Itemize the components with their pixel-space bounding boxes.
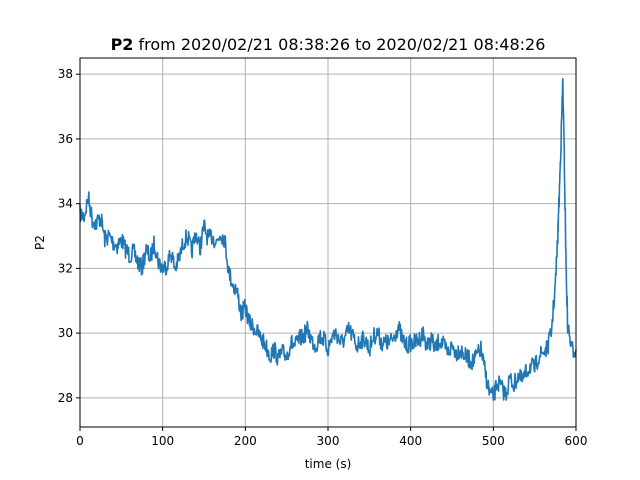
grid: [79, 58, 577, 427]
x-tick-label: 400: [399, 434, 422, 448]
chart-title-series: P2: [111, 35, 134, 54]
chart-title-range: from 2020/02/21 08:38:26 to 2020/02/21 0…: [133, 35, 545, 54]
y-tick-label: 28: [58, 391, 73, 405]
y-tick-label: 38: [58, 67, 73, 81]
plot-area: [79, 78, 577, 401]
x-tick-label: 0: [76, 434, 84, 448]
chart-title: P2 from 2020/02/21 08:38:26 to 2020/02/2…: [111, 35, 546, 54]
y-axis-label: P2: [33, 235, 47, 250]
y-tick-label: 30: [58, 326, 73, 340]
x-tick-label: 200: [234, 434, 257, 448]
x-tick-label: 100: [151, 434, 174, 448]
series-line: [79, 78, 577, 401]
x-tick-label: 600: [565, 434, 588, 448]
x-tick-label: 300: [317, 434, 340, 448]
y-tick-label: 34: [58, 197, 73, 211]
y-tick-label: 32: [58, 261, 73, 275]
y-tick-label: 36: [58, 132, 73, 146]
axis-ticks: 0 100 200 300 400 500 600 28 30 32 34 36 38: [58, 67, 588, 448]
x-tick-label: 500: [482, 434, 505, 448]
x-axis-label: time (s): [305, 457, 352, 471]
